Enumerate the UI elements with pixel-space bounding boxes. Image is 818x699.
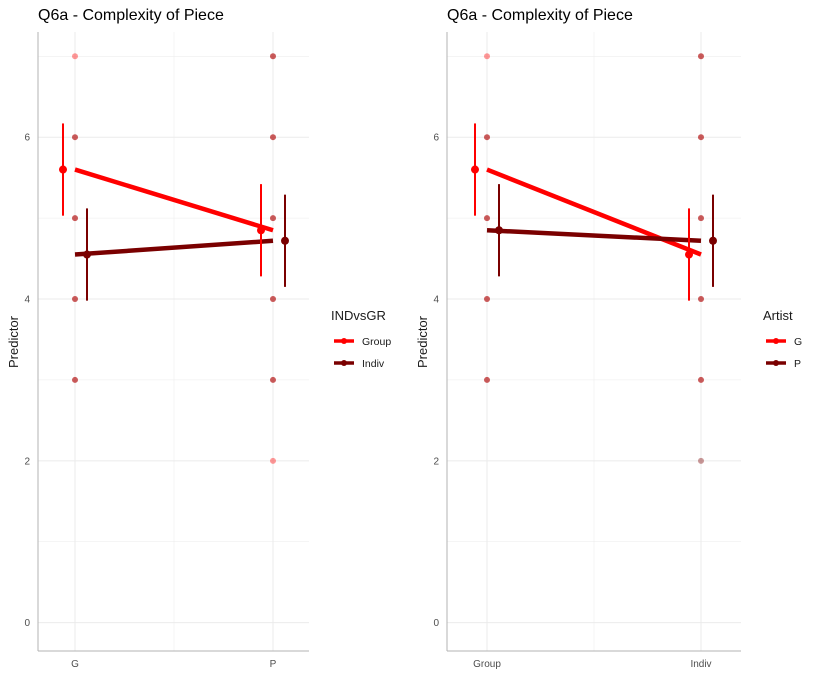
mean-point: [685, 250, 693, 259]
legend-item: Indiv: [334, 358, 385, 370]
right-chart: Q6a - Complexity of Piece Predictor 0 2 4 6…: [415, 7, 802, 670]
raw-data-point: [698, 53, 704, 60]
chart-title: Q6a - Complexity of Piece: [38, 7, 224, 24]
legend-title: INDvsGR: [331, 308, 386, 323]
y-tick-label: 4: [24, 295, 30, 306]
y-axis-title: Predictor: [6, 315, 21, 368]
chart-title: Q6a - Complexity of Piece: [447, 7, 633, 24]
legend-item: G: [766, 336, 802, 348]
mean-point: [83, 250, 91, 259]
raw-data-point: [270, 296, 276, 303]
raw-data-point: [72, 134, 78, 141]
series-line: [486, 227, 702, 244]
raw-data-point: [72, 134, 78, 141]
legend-label: Group: [362, 336, 391, 348]
raw-data-point: [270, 215, 276, 222]
series-line: [74, 238, 274, 257]
x-tick-label: Indiv: [690, 659, 711, 670]
legend: Artist G P: [763, 308, 802, 370]
raw-data-point: [270, 376, 276, 383]
legend-title: Artist: [763, 308, 793, 323]
legend-key-point: [773, 360, 779, 366]
raw-data-point: [72, 53, 78, 60]
raw-data-point: [484, 134, 490, 141]
raw-data-point: [72, 215, 78, 222]
legend-label: Indiv: [362, 358, 385, 370]
mean-point: [281, 236, 289, 245]
y-axis-title: Predictor: [415, 315, 430, 368]
raw-data-point: [270, 134, 276, 141]
raw-data-point: [698, 134, 704, 141]
raw-data-point: [484, 376, 490, 383]
x-tick-label: Group: [473, 659, 501, 670]
mean-point: [257, 226, 265, 235]
legend-key-point: [773, 338, 779, 344]
raw-data-point: [270, 134, 276, 141]
y-tick-label: 2: [433, 456, 439, 467]
legend-key-point: [341, 338, 347, 344]
raw-data-point: [270, 53, 276, 60]
raw-data-point: [72, 296, 78, 303]
raw-data-point: [72, 296, 78, 303]
y-tick-label: 4: [433, 295, 439, 306]
legend-label: P: [794, 358, 801, 370]
raw-data-point: [698, 53, 704, 60]
raw-data-point: [484, 215, 490, 222]
raw-data-point: [484, 376, 490, 383]
legend: INDvsGR Group Indiv: [331, 308, 391, 370]
raw-data-point: [698, 215, 704, 222]
raw-data-point: [698, 296, 704, 303]
mean-point: [59, 165, 67, 174]
raw-data-point: [270, 53, 276, 60]
raw-data-point: [270, 457, 276, 464]
mean-point: [709, 236, 717, 245]
raw-data-point: [698, 376, 704, 383]
raw-data-point: [72, 376, 78, 383]
left-chart: Q6a - Complexity of Piece Predictor 0 2 4 6…: [6, 7, 391, 670]
y-tick-label: 0: [24, 618, 30, 629]
y-tick-label: 6: [433, 133, 439, 144]
legend-item: P: [766, 358, 801, 370]
raw-data-point: [698, 376, 704, 383]
raw-data-point: [72, 215, 78, 222]
raw-data-point: [484, 215, 490, 222]
x-tick-label: G: [71, 659, 79, 670]
raw-data-point: [698, 215, 704, 222]
legend-item: Group: [334, 336, 391, 348]
raw-data-point: [484, 296, 490, 303]
legend-label: G: [794, 336, 802, 348]
raw-data-point: [484, 53, 490, 60]
mean-point: [471, 165, 479, 174]
raw-data-point: [484, 134, 490, 141]
raw-data-point: [698, 134, 704, 141]
raw-data-point: [698, 457, 704, 464]
x-tick-label: P: [270, 659, 277, 670]
y-tick-label: 2: [24, 456, 30, 467]
mean-point: [495, 226, 503, 235]
plot-area: 0 2 4 6 G P: [24, 32, 309, 670]
y-tick-label: 0: [433, 618, 439, 629]
raw-data-point: [484, 296, 490, 303]
raw-data-point: [270, 296, 276, 303]
raw-data-point: [698, 296, 704, 303]
raw-data-point: [270, 376, 276, 383]
plot-area: 0 2 4 6 Group Indiv: [433, 32, 741, 670]
raw-data-point: [72, 376, 78, 383]
raw-data-point: [270, 215, 276, 222]
series-line: [74, 167, 274, 233]
y-tick-label: 6: [24, 133, 30, 144]
legend-key-point: [341, 360, 347, 366]
